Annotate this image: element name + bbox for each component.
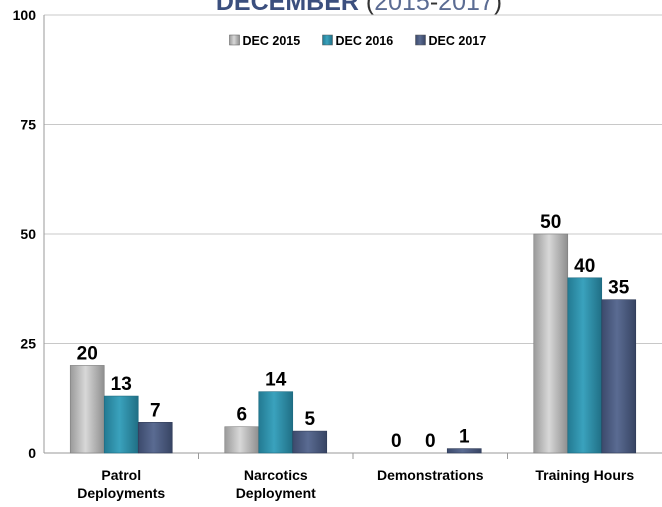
y-tick-label-0: 0 — [28, 445, 36, 461]
x-tick-label-narcotics-deployment: Narcotics Deployment — [236, 467, 316, 501]
bar-dec-2016-narcotics-deployment — [258, 391, 294, 454]
data-label-dec-2017-patrol-deployments: 7 — [150, 400, 161, 421]
data-label-dec-2016-narcotics-deployment: 14 — [265, 370, 287, 391]
data-label-dec-2015-patrol-deployments: 20 — [77, 343, 98, 364]
data-label-dec-2015-narcotics-deployment: 6 — [236, 405, 247, 426]
y-tick-label-50: 50 — [20, 226, 36, 242]
bar-dec-2015-narcotics-deployment — [224, 426, 260, 454]
bar-dec-2017-training-hours — [601, 299, 637, 454]
bar-dec-2016-training-hours — [567, 277, 603, 454]
bars — [69, 233, 637, 454]
legend-label-dec-2016: DEC 2016 — [336, 34, 394, 48]
y-tick-label-100: 100 — [13, 7, 37, 23]
data-label-dec-2015-training-hours: 50 — [540, 212, 561, 233]
x-tick-label-demonstrations: Demonstrations — [377, 467, 484, 483]
bar-dec-2017-narcotics-deployment — [292, 430, 328, 454]
y-tick-label-75: 75 — [20, 117, 36, 133]
data-label-dec-2016-patrol-deployments: 13 — [111, 374, 132, 395]
bar-dec-2015-training-hours — [533, 233, 569, 454]
chart-title-dash: - — [430, 0, 438, 16]
data-label-dec-2017-narcotics-deployment: 5 — [304, 409, 315, 430]
chart-title-year-end: 2017 — [438, 0, 494, 16]
y-tick-label-25: 25 — [20, 336, 36, 352]
legend: DEC 2015 DEC 2016 DEC 2017 — [229, 34, 487, 48]
bar-dec-2016-patrol-deployments — [103, 395, 139, 454]
data-label-dec-2015-demonstrations: 0 — [391, 431, 402, 452]
chart-title: DECEMBER (2015-2017) — [216, 0, 502, 16]
bar-dec-2017-patrol-deployments — [137, 422, 173, 454]
x-tick-label-patrol-deployments: Patrol Deployments — [77, 467, 165, 501]
legend-swatch-dec-2015 — [229, 34, 240, 46]
x-tick-label-training-hours: Training Hours — [535, 467, 634, 483]
data-label-dec-2016-demonstrations: 0 — [425, 431, 436, 452]
chart-title-open: ( — [359, 0, 375, 16]
legend-label-dec-2017: DEC 2017 — [429, 34, 487, 48]
data-label-dec-2017-training-hours: 35 — [608, 278, 630, 299]
data-label-dec-2017-demonstrations: 1 — [459, 427, 470, 448]
chart-title-main: DECEMBER — [216, 0, 359, 16]
chart-title-year-start: 2015 — [374, 0, 430, 16]
legend-swatch-dec-2016 — [322, 34, 333, 46]
data-label-dec-2016-training-hours: 40 — [574, 256, 595, 277]
legend-label-dec-2015: DEC 2015 — [243, 34, 301, 48]
chart-title-close: ) — [494, 0, 502, 16]
legend-swatch-dec-2017 — [415, 34, 426, 46]
bar-dec-2015-patrol-deployments — [69, 365, 105, 454]
bar-dec-2017-demonstrations — [446, 448, 482, 454]
